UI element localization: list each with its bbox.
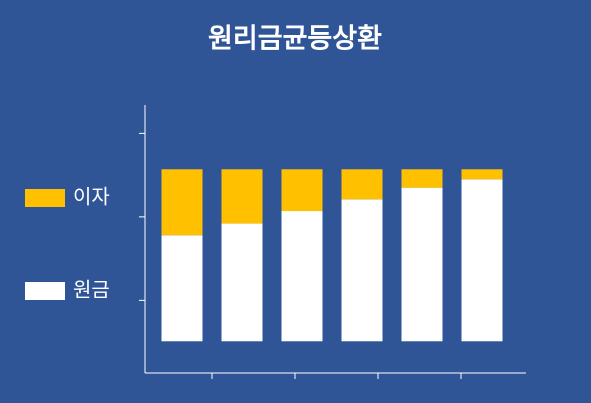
bar-segment	[341, 169, 383, 200]
bar-segment	[281, 169, 323, 212]
legend-label: 이자	[73, 185, 110, 209]
legend-swatch	[25, 282, 65, 300]
bar-segment	[221, 169, 263, 224]
bar-segment	[401, 187, 443, 342]
bar-segment	[161, 169, 203, 236]
bar-segment	[461, 179, 503, 342]
bar-segment	[401, 169, 443, 188]
bar-segment	[161, 235, 203, 342]
legend-label: 원금	[73, 278, 110, 302]
bar-segment	[221, 223, 263, 342]
bar-segment	[341, 199, 383, 342]
chart-title: 원리금균등상환	[208, 24, 382, 55]
bar-segment	[281, 211, 323, 342]
legend-swatch	[25, 189, 65, 207]
bar-segment	[461, 169, 503, 180]
